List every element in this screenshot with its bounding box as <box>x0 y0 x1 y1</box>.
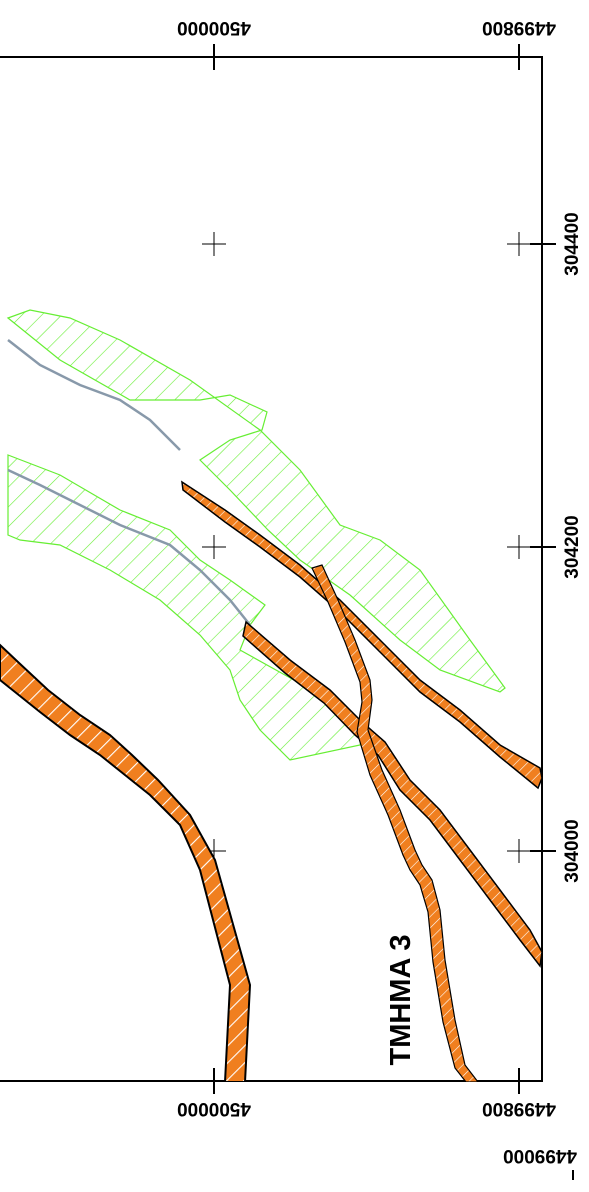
grid-cross <box>202 535 226 559</box>
axis-ticks <box>213 44 556 1094</box>
x-label-304200: 304200 <box>562 515 583 578</box>
section-label: TMHMA 3 <box>385 934 417 1065</box>
road-thin-c <box>311 564 479 1082</box>
x-label-304000: 304000 <box>562 819 583 882</box>
y-label-bottom-4500000: 4500000 <box>177 1098 251 1119</box>
corner-label: 4499000 <box>503 1145 577 1166</box>
map-frame <box>0 56 543 1082</box>
grid-cross <box>507 839 531 863</box>
grid-crosses <box>202 232 531 863</box>
centerline-lower <box>7 468 251 626</box>
grid-cross <box>507 535 531 559</box>
hatched-zone-upper <box>6 309 506 693</box>
y-label-bottom-4499800: 4499800 <box>482 1098 556 1119</box>
y-label-top-4500000: 4500000 <box>177 17 251 38</box>
hatched-zone-lower <box>7 454 366 761</box>
x-label-304400: 304400 <box>562 212 583 275</box>
y-label-top-4499800: 4499800 <box>482 17 556 38</box>
road-main-left <box>0 643 252 1082</box>
centerline-upper <box>7 339 181 451</box>
road-diagonal-b <box>242 620 542 968</box>
grid-cross <box>202 232 226 256</box>
grid-cross <box>507 232 531 256</box>
